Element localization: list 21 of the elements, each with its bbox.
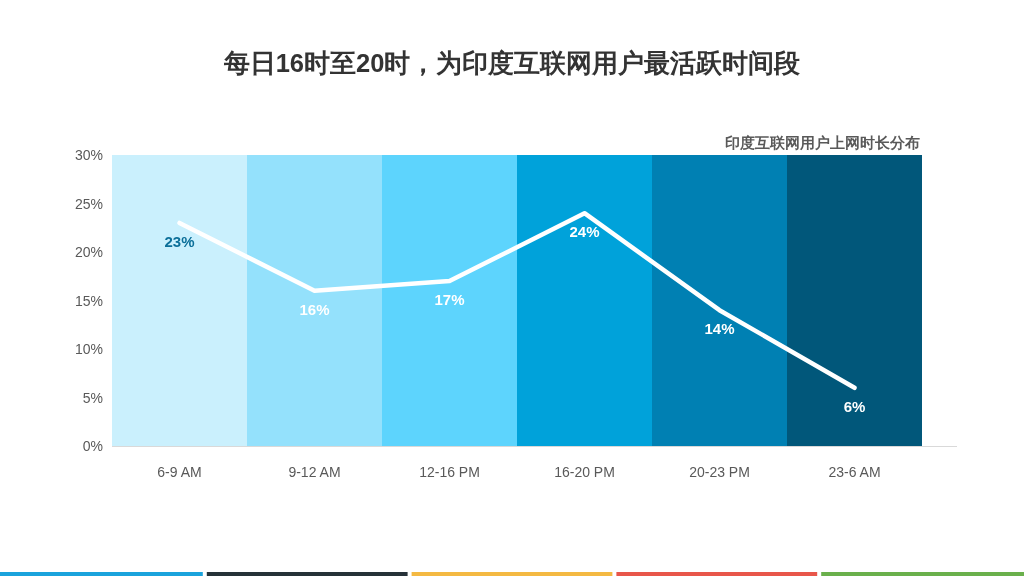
y-tick-label: 30% xyxy=(74,147,103,163)
data-label: 6% xyxy=(843,397,866,415)
y-tick-label: 20% xyxy=(74,244,103,260)
data-label: 17% xyxy=(434,291,465,309)
x-tick-label: 16-20 PM xyxy=(554,464,615,480)
y-tick-label: 10% xyxy=(74,341,103,357)
y-tick-label: 0% xyxy=(82,438,103,454)
x-tick-label: 12-16 PM xyxy=(419,464,480,480)
data-label: 24% xyxy=(569,223,600,241)
chart-title: 每日16时至20时，为印度互联网用户最活跃时间段 xyxy=(222,49,802,77)
y-tick-label: 5% xyxy=(82,389,103,406)
data-label: 14% xyxy=(704,320,735,338)
chart-subtitle: 印度互联网用户上网时长分布 xyxy=(725,134,920,151)
x-tick-label: 6-9 AM xyxy=(157,464,202,480)
x-tick-label: 9-12 AM xyxy=(288,464,341,480)
y-tick-label: 15% xyxy=(74,292,103,309)
data-label: 16% xyxy=(299,300,330,318)
data-label: 23% xyxy=(164,232,195,250)
x-tick-label: 23-6 AM xyxy=(828,464,881,480)
y-tick-label: 25% xyxy=(74,195,103,212)
x-tick-label: 20-23 PM xyxy=(689,464,750,480)
